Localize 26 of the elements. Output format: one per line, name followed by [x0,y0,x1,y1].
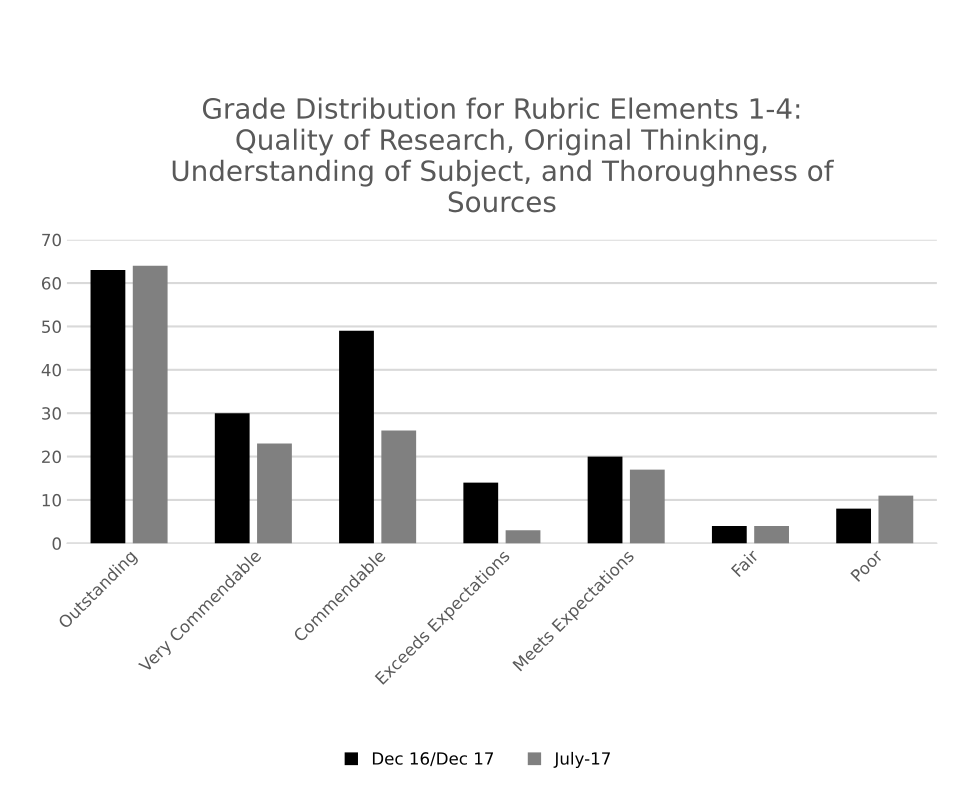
y-tick-label: 50 [42,320,61,334]
bar [506,530,540,544]
legend-label: July-17 [554,752,610,768]
bar [754,526,789,544]
y-tick-label: 10 [42,494,61,507]
legend-label: Dec 16/Dec 17 [372,752,494,766]
bar [836,508,872,544]
y-tick-label: 20 [42,450,61,464]
bar [257,444,292,544]
bar [712,526,747,544]
y-tick-label: 30 [42,407,61,420]
y-tick-label: 40 [42,364,61,376]
bar [630,470,665,544]
y-tick-label: 60 [42,277,61,290]
bar [90,270,126,544]
chart-title: Grade Distribution for Rubric Elements 1-4: Quality of Research, Original Thinking, Understanding of Subject, and Thoroughness of Sources [172,98,834,212]
y-tick-label: 0 [52,537,61,550]
bar [132,266,168,544]
bar [463,482,498,544]
bar [214,413,250,544]
bar [878,496,914,544]
y-tick-label: 70 [42,234,61,246]
bar [588,456,622,544]
x-tick-label: Fair [730,548,760,578]
bar [339,330,374,544]
bar [381,430,416,544]
